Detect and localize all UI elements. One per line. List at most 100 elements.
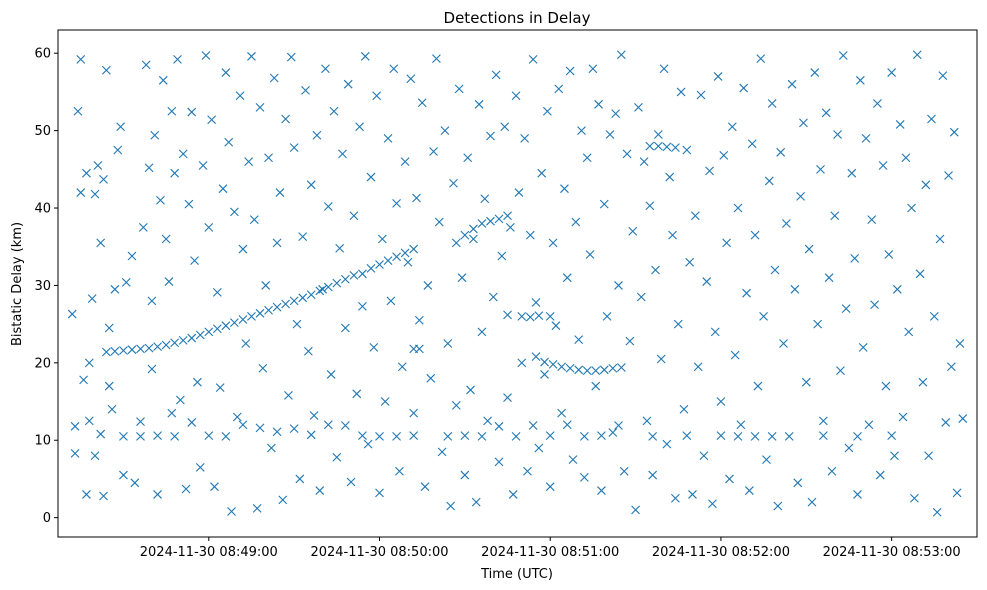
data-point [255,103,265,112]
data-point [289,424,299,434]
y-tick-label: 60 [34,47,51,62]
data-point [193,377,202,387]
plot-background [58,30,977,537]
data-point [537,168,547,178]
data-point [76,55,86,64]
data-point [588,64,598,74]
data-point [779,339,788,348]
data-point [790,284,800,294]
data-point [383,133,393,143]
data-point [252,503,262,513]
data-point [639,157,649,166]
data-point [414,344,424,354]
data-point [76,188,86,197]
data-point [480,194,490,204]
data-point [358,301,367,311]
data-point [616,50,626,60]
data-point [463,153,473,163]
data-point [614,281,623,290]
data-point [821,108,831,118]
data-point [469,234,478,244]
data-point [867,215,877,225]
data-point [449,178,458,188]
data-point [659,64,669,74]
data-point [457,273,467,283]
data-point [824,273,834,283]
data-point [557,408,566,418]
data-point [503,393,512,403]
data-point [875,470,885,480]
data-point [255,423,265,433]
data-point [648,431,658,441]
data-point [753,381,763,391]
data-point [767,99,777,108]
data-point [528,55,538,64]
data-point [101,65,111,75]
data-point [175,395,185,405]
y-tick-label: 0 [43,511,51,526]
data-point [787,79,797,89]
data-point [272,302,282,312]
data-point [221,321,231,331]
x-axis-label: Time (UTC) [480,567,553,582]
data-point [545,431,555,440]
data-point [554,84,564,94]
data-point [147,296,157,306]
data-point [924,451,934,461]
data-point [99,491,108,501]
data-point [676,87,686,97]
data-point [776,147,786,157]
data-point [375,260,384,269]
data-point [827,466,837,476]
data-point [332,278,342,288]
data-point [804,244,814,254]
data-point [340,421,350,430]
data-point [608,363,618,373]
data-point [881,381,891,391]
data-point [793,478,803,488]
data-point [557,362,566,372]
data-point [534,443,544,453]
data-point [747,139,757,149]
data-point [619,466,629,476]
data-point [207,115,217,125]
data-point [247,312,256,321]
data-point [420,482,430,492]
data-point [392,252,401,262]
data-point [221,68,231,77]
data-point [414,315,424,325]
data-point [332,452,342,462]
data-point [579,431,589,441]
data-point [540,370,549,379]
data-point [144,163,154,173]
data-point [403,257,413,267]
data-point [204,431,214,440]
data-point [292,319,302,329]
x-tick-label: 2024-11-30 08:50:00 [310,545,448,560]
data-point [656,354,666,364]
data-point [82,168,91,178]
data-point [690,211,700,221]
data-point [483,416,493,426]
data-point [892,284,902,294]
data-point [733,203,743,213]
data-point [90,189,100,199]
data-point [642,416,652,426]
data-point [338,149,347,159]
data-point [372,91,382,101]
data-point [813,319,823,329]
data-point [212,324,222,334]
data-point [323,420,333,430]
data-point [653,130,663,139]
data-point [261,281,271,290]
data-point [96,238,106,248]
data-point [110,284,120,294]
data-point [87,294,97,303]
data-point [907,203,916,213]
data-point [534,311,544,321]
data-point [136,431,145,441]
data-point [215,383,225,392]
data-point [898,412,908,422]
data-point [190,256,199,266]
data-point [395,466,404,476]
